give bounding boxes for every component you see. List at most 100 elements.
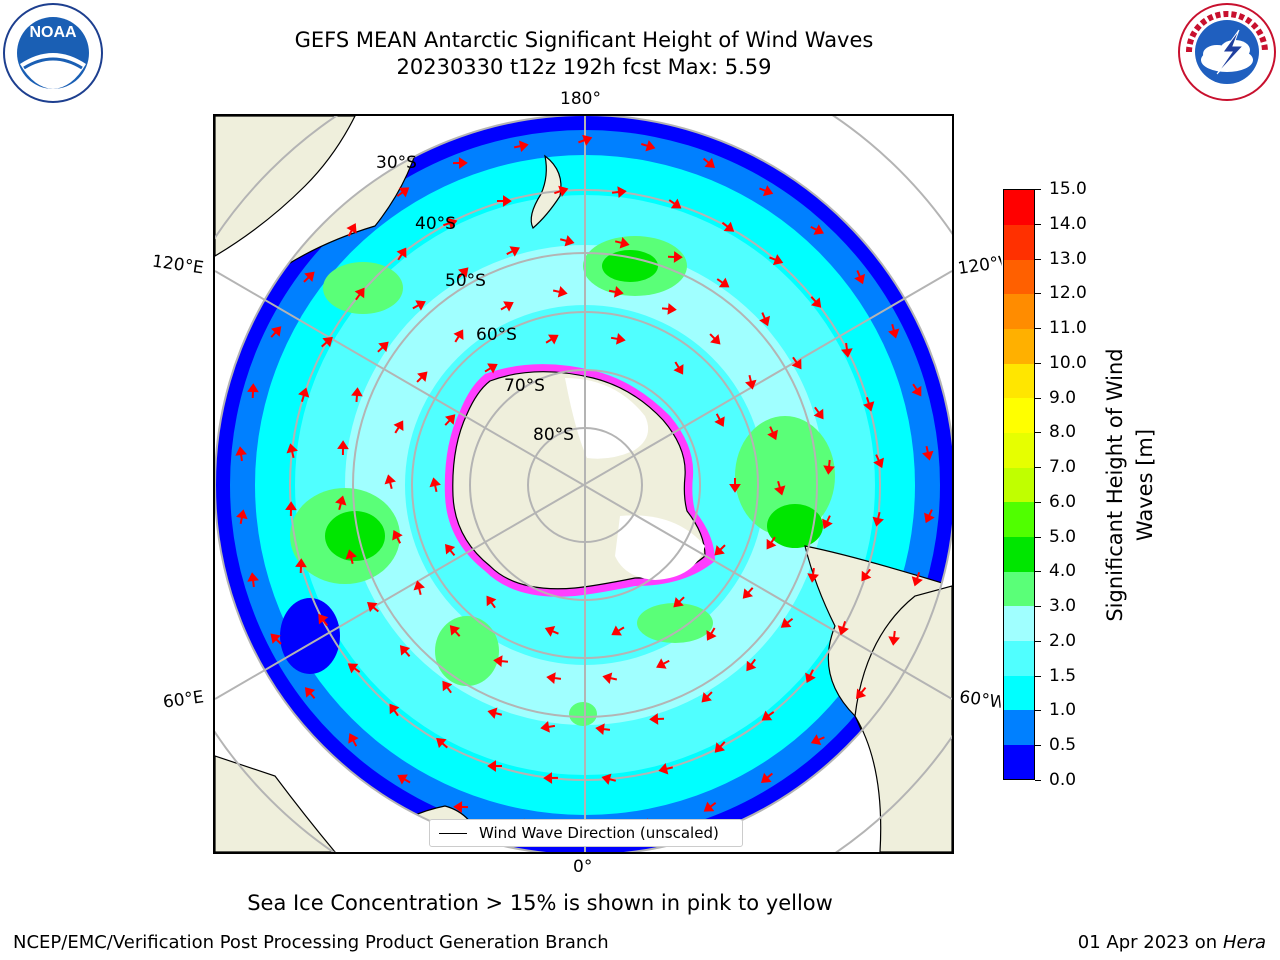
wave-arrow-icon [392,530,403,544]
colorbar-tick-mark [1035,501,1041,503]
lon-label-180: 180° [560,89,601,109]
colorbar-tick-label: 0.5 [1049,735,1077,756]
wave-arrow-icon [887,323,900,339]
colorbar-tick-mark [1035,362,1041,364]
wave-arrow-icon [611,332,627,345]
wave-arrow-icon [656,657,671,669]
colorbar-tick-mark [1035,675,1041,677]
colorbar-tick-mark [1035,293,1041,295]
wave-arrow-icon [295,558,308,574]
colorbar-segment [1004,571,1034,607]
lat-label-30s: 30°S [376,153,417,173]
wave-arrow-icon [861,568,872,582]
wave-arrow-icon [298,387,310,402]
colorbar-tick-mark [1035,397,1041,399]
wave-arrow-icon [235,445,248,461]
wave-arrow-icon [667,251,683,263]
wave-arrow-icon [823,460,836,475]
wave-arrow-icon [873,454,884,469]
wave-arrow-icon [577,134,592,146]
wave-arrow-icon [499,301,514,313]
colorbar-segment [1004,259,1034,295]
wave-arrow-icon [304,687,316,700]
date-text: 01 Apr 2023 on Hera [1078,932,1266,953]
colorbar-tick-mark [1035,745,1041,747]
colorbar-tick-label: 0.0 [1049,770,1077,790]
polar-map-canvas [215,116,952,852]
map-title: GEFS MEAN Antarctic Significant Height o… [294,28,874,52]
lat-label-40s: 40°S [415,214,456,234]
wave-arrow-icon [560,234,575,247]
wave-arrow-icon [493,655,509,668]
wave-arrow-icon [449,624,461,637]
wave-arrow-icon [672,361,684,375]
wave-arrow-icon [703,157,716,169]
wave-arrow-icon [285,501,297,517]
wave-arrow-icon [366,602,379,613]
wave-arrow-icon [602,672,618,685]
colorbar-tick-label: 15.0 [1049,179,1087,199]
wave-arrow-icon [413,580,426,596]
colorbar-segment [1004,709,1034,745]
colorbar-tick-label: 8.0 [1049,422,1077,443]
wave-arrow-icon [742,586,753,599]
wave-arrow-icon [841,343,854,358]
noaa-logo-text: NOAA [29,24,77,41]
wave-arrow-icon [668,198,682,209]
wave-arrow-icon [781,618,794,629]
colorbar [1003,189,1035,780]
wave-arrow-icon [317,613,328,626]
colorbar-ticks: 0.0 0.5 1.0 1.5 2.0 3.0 4.0 5.0 6.0 7.0 8.0 9.0 10.0… [1035,179,1095,790]
colorbar-tick-label: 5.0 [1049,526,1077,547]
colorbar-tick-label: 9.0 [1049,387,1077,408]
wave-arrow-icon [543,772,559,784]
wave-arrow-icon [286,443,298,459]
wave-arrow-icon [822,515,833,529]
colorbar-segment [1004,293,1034,330]
wave-arrow-icon [722,221,735,232]
colorbar-segment [1004,190,1034,226]
wave-arrow-icon [444,414,456,426]
wave-arrow-icon [911,383,922,397]
credit-text: NCEP/EMC/Verification Post Processing Pr… [13,932,609,953]
wave-arrow-icon [412,300,426,311]
colorbar-segment [1004,467,1034,503]
wave-arrow-icon [767,425,778,440]
map-subtitle: 20230330 t12z 192h fcst Max: 5.59 [396,55,772,79]
colorbar-segment [1004,224,1034,260]
wave-arrow-icon [714,413,725,427]
wave-arrow-icon [346,223,357,237]
sea-ice-note: Sea Ice Concentration > 15% is shown in … [247,891,833,915]
wave-arrow-icon [270,325,282,338]
wave-arrow-icon [601,773,617,785]
colorbar-tick-label: 3.0 [1049,596,1077,617]
wave-arrow-icon [762,710,775,721]
wave-arrow-icon [486,759,502,772]
wave-arrow-icon [496,195,512,208]
colorbar-segment [1004,501,1034,537]
wave-arrow-icon [922,445,934,461]
wave-arrow-icon [416,371,428,383]
colorbar-tick-label: 11.0 [1049,318,1087,339]
wave-arrow-icon [807,567,819,583]
wave-arrow-icon [336,440,349,456]
wave-arrow-icon [759,185,774,197]
lat-label-50s: 50°S [445,271,486,291]
lat-label-60s: 60°S [476,325,517,345]
wave-arrow-icon [400,645,411,658]
wave-arrow-icon [334,495,347,510]
map-legend: Wind Wave Direction (unscaled) [429,819,743,847]
legend-line-icon [439,833,467,834]
wave-arrow-icon [247,572,260,587]
colorbar-tick-mark [1035,467,1041,469]
host-label: Hera [1222,932,1266,953]
wave-arrow-icon [854,269,866,284]
lon-label-120e: 120°E [150,251,205,279]
wave-arrow-icon [393,420,404,434]
colorbar-segment [1004,675,1034,711]
wave-arrow-icon [649,713,664,726]
colorbar-segment [1004,328,1034,364]
wave-arrow-icon [658,762,674,775]
wave-arrow-icon [714,544,726,556]
wave-arrow-icon [661,302,677,315]
